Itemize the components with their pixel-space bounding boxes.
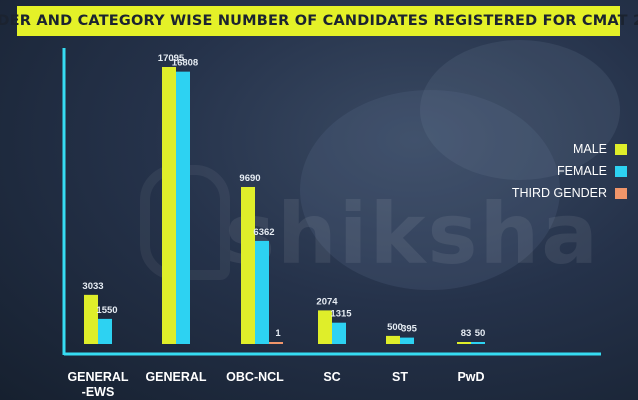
bar-third-gender xyxy=(269,342,283,344)
category-label: PwD xyxy=(457,370,484,384)
data-label: 2074 xyxy=(316,296,338,307)
data-label: 395 xyxy=(401,324,418,335)
bar-male xyxy=(318,310,332,344)
legend-item: FEMALE xyxy=(492,160,627,182)
bar-male xyxy=(84,294,98,344)
data-label: 1315 xyxy=(330,309,352,320)
data-label: 9690 xyxy=(239,173,260,184)
data-label: 1 xyxy=(275,328,281,339)
bar-female xyxy=(332,322,346,344)
bar-male xyxy=(241,186,255,344)
category-label: GENERAL xyxy=(145,370,206,384)
legend-swatch xyxy=(615,187,627,199)
bar-female xyxy=(176,71,190,344)
data-label: 17095 xyxy=(158,53,185,64)
bar-female xyxy=(98,318,112,344)
legend-swatch xyxy=(615,165,627,177)
legend-label: MALE xyxy=(572,142,607,156)
category-label: OBC-NCL xyxy=(226,370,284,384)
data-label: 6362 xyxy=(253,227,274,238)
data-label: 1550 xyxy=(96,305,117,316)
legend-item: THIRD GENDER xyxy=(492,182,627,204)
bar-male xyxy=(386,335,400,344)
legend-item: MALE xyxy=(492,138,627,160)
bar-female xyxy=(255,240,269,344)
category-label: SC xyxy=(323,370,340,384)
legend-label: THIRD GENDER xyxy=(511,186,607,200)
background-blur-shape xyxy=(300,90,560,290)
data-label: 16808 xyxy=(172,58,198,69)
data-label: 83 xyxy=(461,328,472,339)
chart-title-banner: GENDER AND CATEGORY WISE NUMBER OF CANDI… xyxy=(0,6,638,36)
data-label: 500 xyxy=(387,322,403,333)
bar-female xyxy=(400,337,414,344)
legend: MALE FEMALE THIRD GENDER xyxy=(492,138,627,204)
chart-title: GENDER AND CATEGORY WISE NUMBER OF CANDI… xyxy=(0,13,638,29)
watermark-text: shiksha xyxy=(225,185,600,283)
bar-female xyxy=(471,342,485,344)
bar-male xyxy=(457,342,471,344)
legend-label: FEMALE xyxy=(556,164,607,178)
category-label: ST xyxy=(392,370,408,384)
background-blur-shape xyxy=(420,40,620,180)
data-label: 3033 xyxy=(82,281,103,292)
category-label: GENERAL xyxy=(67,370,128,384)
data-label: 50 xyxy=(475,328,486,339)
legend-swatch xyxy=(615,143,627,155)
category-label: -EWS xyxy=(82,385,115,399)
bar-male xyxy=(162,67,176,344)
